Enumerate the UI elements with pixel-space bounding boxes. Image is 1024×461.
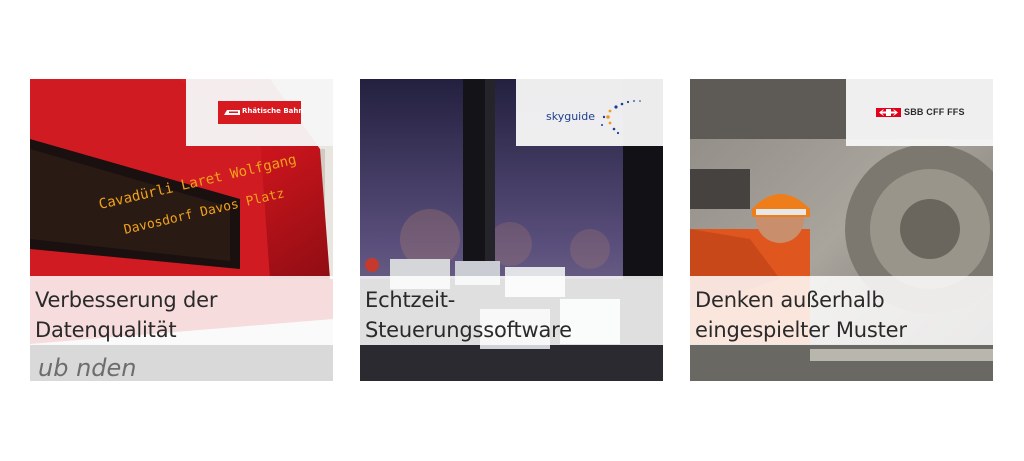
skyguide-logo: skyguide bbox=[546, 100, 656, 135]
card-skyguide[interactable]: skyguide Echtzeit- bbox=[360, 79, 663, 381]
card-title-line-1: Verbesserung der bbox=[35, 288, 218, 312]
card-sbb[interactable]: SBB CFF FFS Denken außerhalb eingespielt… bbox=[690, 79, 993, 381]
card-title[interactable]: Denken außerhalb eingespielter Muster bbox=[695, 285, 987, 345]
card-title-line-1: Echtzeit- bbox=[365, 288, 456, 312]
card-title[interactable]: Verbesserung der Datenqualität bbox=[35, 285, 327, 345]
caption-panel: Verbesserung der Datenqualität bbox=[30, 276, 333, 345]
sbb-logo: SBB CFF FFS bbox=[876, 107, 976, 121]
rhaetische-bahn-logo: Rhätische Bahn bbox=[218, 101, 304, 124]
card-title-line-2: Steuerungssoftware bbox=[365, 318, 572, 342]
skyguide-logo-text: skyguide bbox=[546, 110, 595, 123]
caption-panel: Echtzeit- Steuerungssoftware bbox=[360, 276, 663, 345]
reference-cards: Cavadürli Laret Wolfgang Davosdorf Davos… bbox=[30, 79, 993, 381]
rhb-logo-text: Rhätische Bahn bbox=[242, 107, 304, 115]
card-title-line-2: Datenqualität bbox=[35, 318, 177, 342]
card-rhaetische-bahn[interactable]: Cavadürli Laret Wolfgang Davosdorf Davos… bbox=[30, 79, 333, 381]
sbb-arrows-icon bbox=[876, 108, 901, 117]
sbb-logo-text: SBB CFF FFS bbox=[904, 107, 965, 117]
train-lettering: ub nden bbox=[38, 354, 137, 381]
card-title[interactable]: Echtzeit- Steuerungssoftware bbox=[365, 285, 657, 345]
logo-panel: SBB CFF FFS bbox=[846, 79, 993, 146]
card-title-line-1: Denken außerhalb bbox=[695, 288, 885, 312]
logo-panel: skyguide bbox=[516, 79, 663, 146]
rhb-train-icon bbox=[224, 110, 240, 115]
card-title-line-2: eingespielter Muster bbox=[695, 318, 907, 342]
caption-panel: Denken außerhalb eingespielter Muster bbox=[690, 276, 993, 345]
logo-panel: Rhätische Bahn bbox=[186, 79, 333, 146]
skyguide-dots-icon bbox=[601, 100, 641, 135]
